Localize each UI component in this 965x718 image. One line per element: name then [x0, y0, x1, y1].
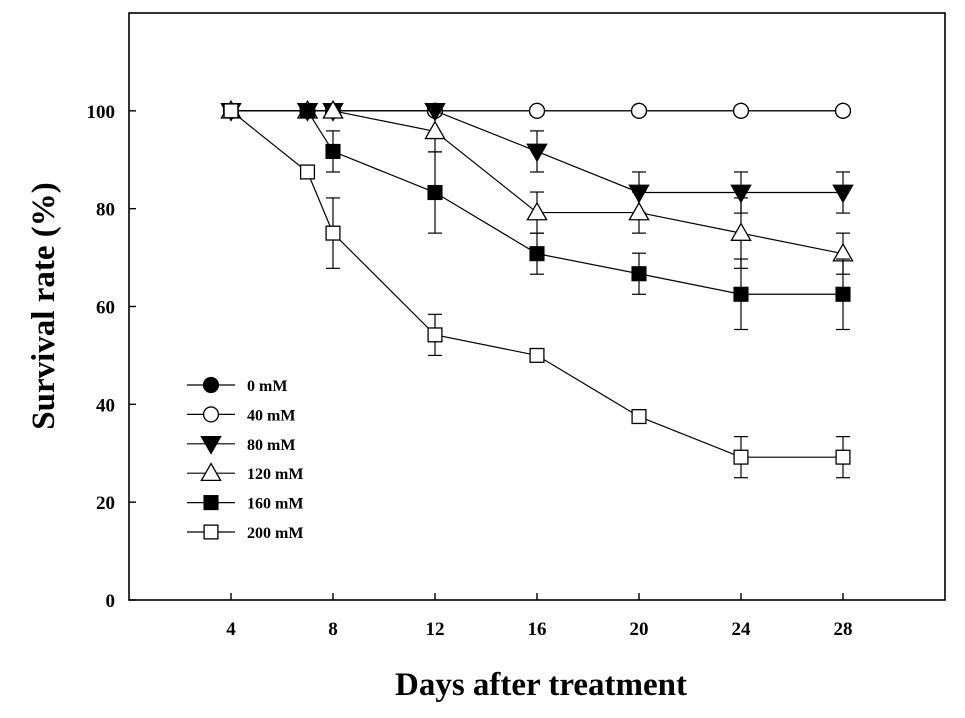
data-point — [526, 201, 548, 221]
x-axis-ticks: 4 8 12 16 20 24 28 — [226, 593, 853, 640]
legend-label: 0 mM — [247, 378, 287, 395]
legend-entry: 160 mM — [187, 495, 303, 513]
legend-marker — [203, 495, 219, 511]
legend-entry: 120 mM — [187, 462, 303, 483]
data-point — [732, 102, 750, 119]
data-point — [835, 449, 851, 465]
x-tick-label: 20 — [630, 619, 649, 640]
legend-marker — [200, 462, 222, 482]
legend-label: 160 mM — [247, 496, 303, 513]
series-line — [230, 110, 843, 458]
data-point — [424, 120, 446, 140]
legend-marker — [203, 524, 219, 540]
legend-entry: 200 mM — [187, 524, 303, 542]
y-tick-label: 0 — [106, 591, 116, 612]
data-point — [325, 225, 341, 241]
data-point — [529, 347, 545, 363]
y-tick-label: 100 — [87, 102, 116, 123]
legend-entry: 80 mM — [187, 435, 295, 455]
data-point — [528, 102, 546, 119]
y-axis-label: Survival rate (%) — [26, 182, 62, 429]
data-point — [322, 99, 344, 119]
data-point — [834, 102, 852, 119]
series-layer — [220, 99, 854, 479]
legend: 0 mM 40 mM 80 mM 120 mM 160 mM 200 mM — [187, 376, 303, 542]
data-point — [730, 184, 752, 204]
data-point — [526, 143, 548, 163]
legend-entry: 0 mM — [187, 376, 287, 395]
data-point — [299, 103, 316, 119]
x-tick-label: 4 — [226, 619, 236, 640]
data-point — [325, 143, 341, 159]
data-point — [835, 286, 851, 302]
y-tick-label: 20 — [96, 493, 115, 514]
x-tick-label: 12 — [426, 619, 445, 640]
data-point — [299, 164, 316, 180]
legend-marker — [202, 406, 220, 423]
data-point — [631, 266, 647, 282]
y-tick-label: 40 — [96, 395, 115, 416]
x-tick-label: 8 — [328, 619, 338, 640]
data-point — [529, 246, 545, 262]
legend-marker — [200, 435, 222, 455]
x-tick-label: 28 — [834, 619, 853, 640]
data-point — [832, 184, 854, 204]
legend-label: 120 mM — [247, 466, 303, 483]
x-tick-label: 16 — [528, 619, 547, 640]
legend-label: 40 mM — [247, 407, 295, 424]
y-axis-ticks: 0 20 40 60 80 100 — [87, 102, 136, 612]
y-tick-label: 60 — [96, 298, 115, 319]
legend-entry: 40 mM — [187, 406, 295, 424]
y-tick-label: 80 — [96, 200, 115, 221]
legend-marker — [202, 376, 220, 394]
data-point — [628, 201, 650, 221]
x-tick-label: 24 — [732, 619, 752, 640]
data-point — [733, 286, 749, 302]
legend-label: 80 mM — [247, 437, 295, 454]
data-point — [631, 409, 647, 425]
data-point — [427, 327, 443, 343]
legend-label: 200 mM — [247, 525, 303, 542]
series-200-mm — [223, 103, 851, 479]
data-point — [427, 184, 443, 201]
x-axis-label: Days after treatment — [395, 667, 687, 703]
data-point — [730, 222, 752, 241]
data-point — [733, 449, 749, 465]
data-point — [223, 103, 239, 119]
data-point — [630, 102, 648, 119]
